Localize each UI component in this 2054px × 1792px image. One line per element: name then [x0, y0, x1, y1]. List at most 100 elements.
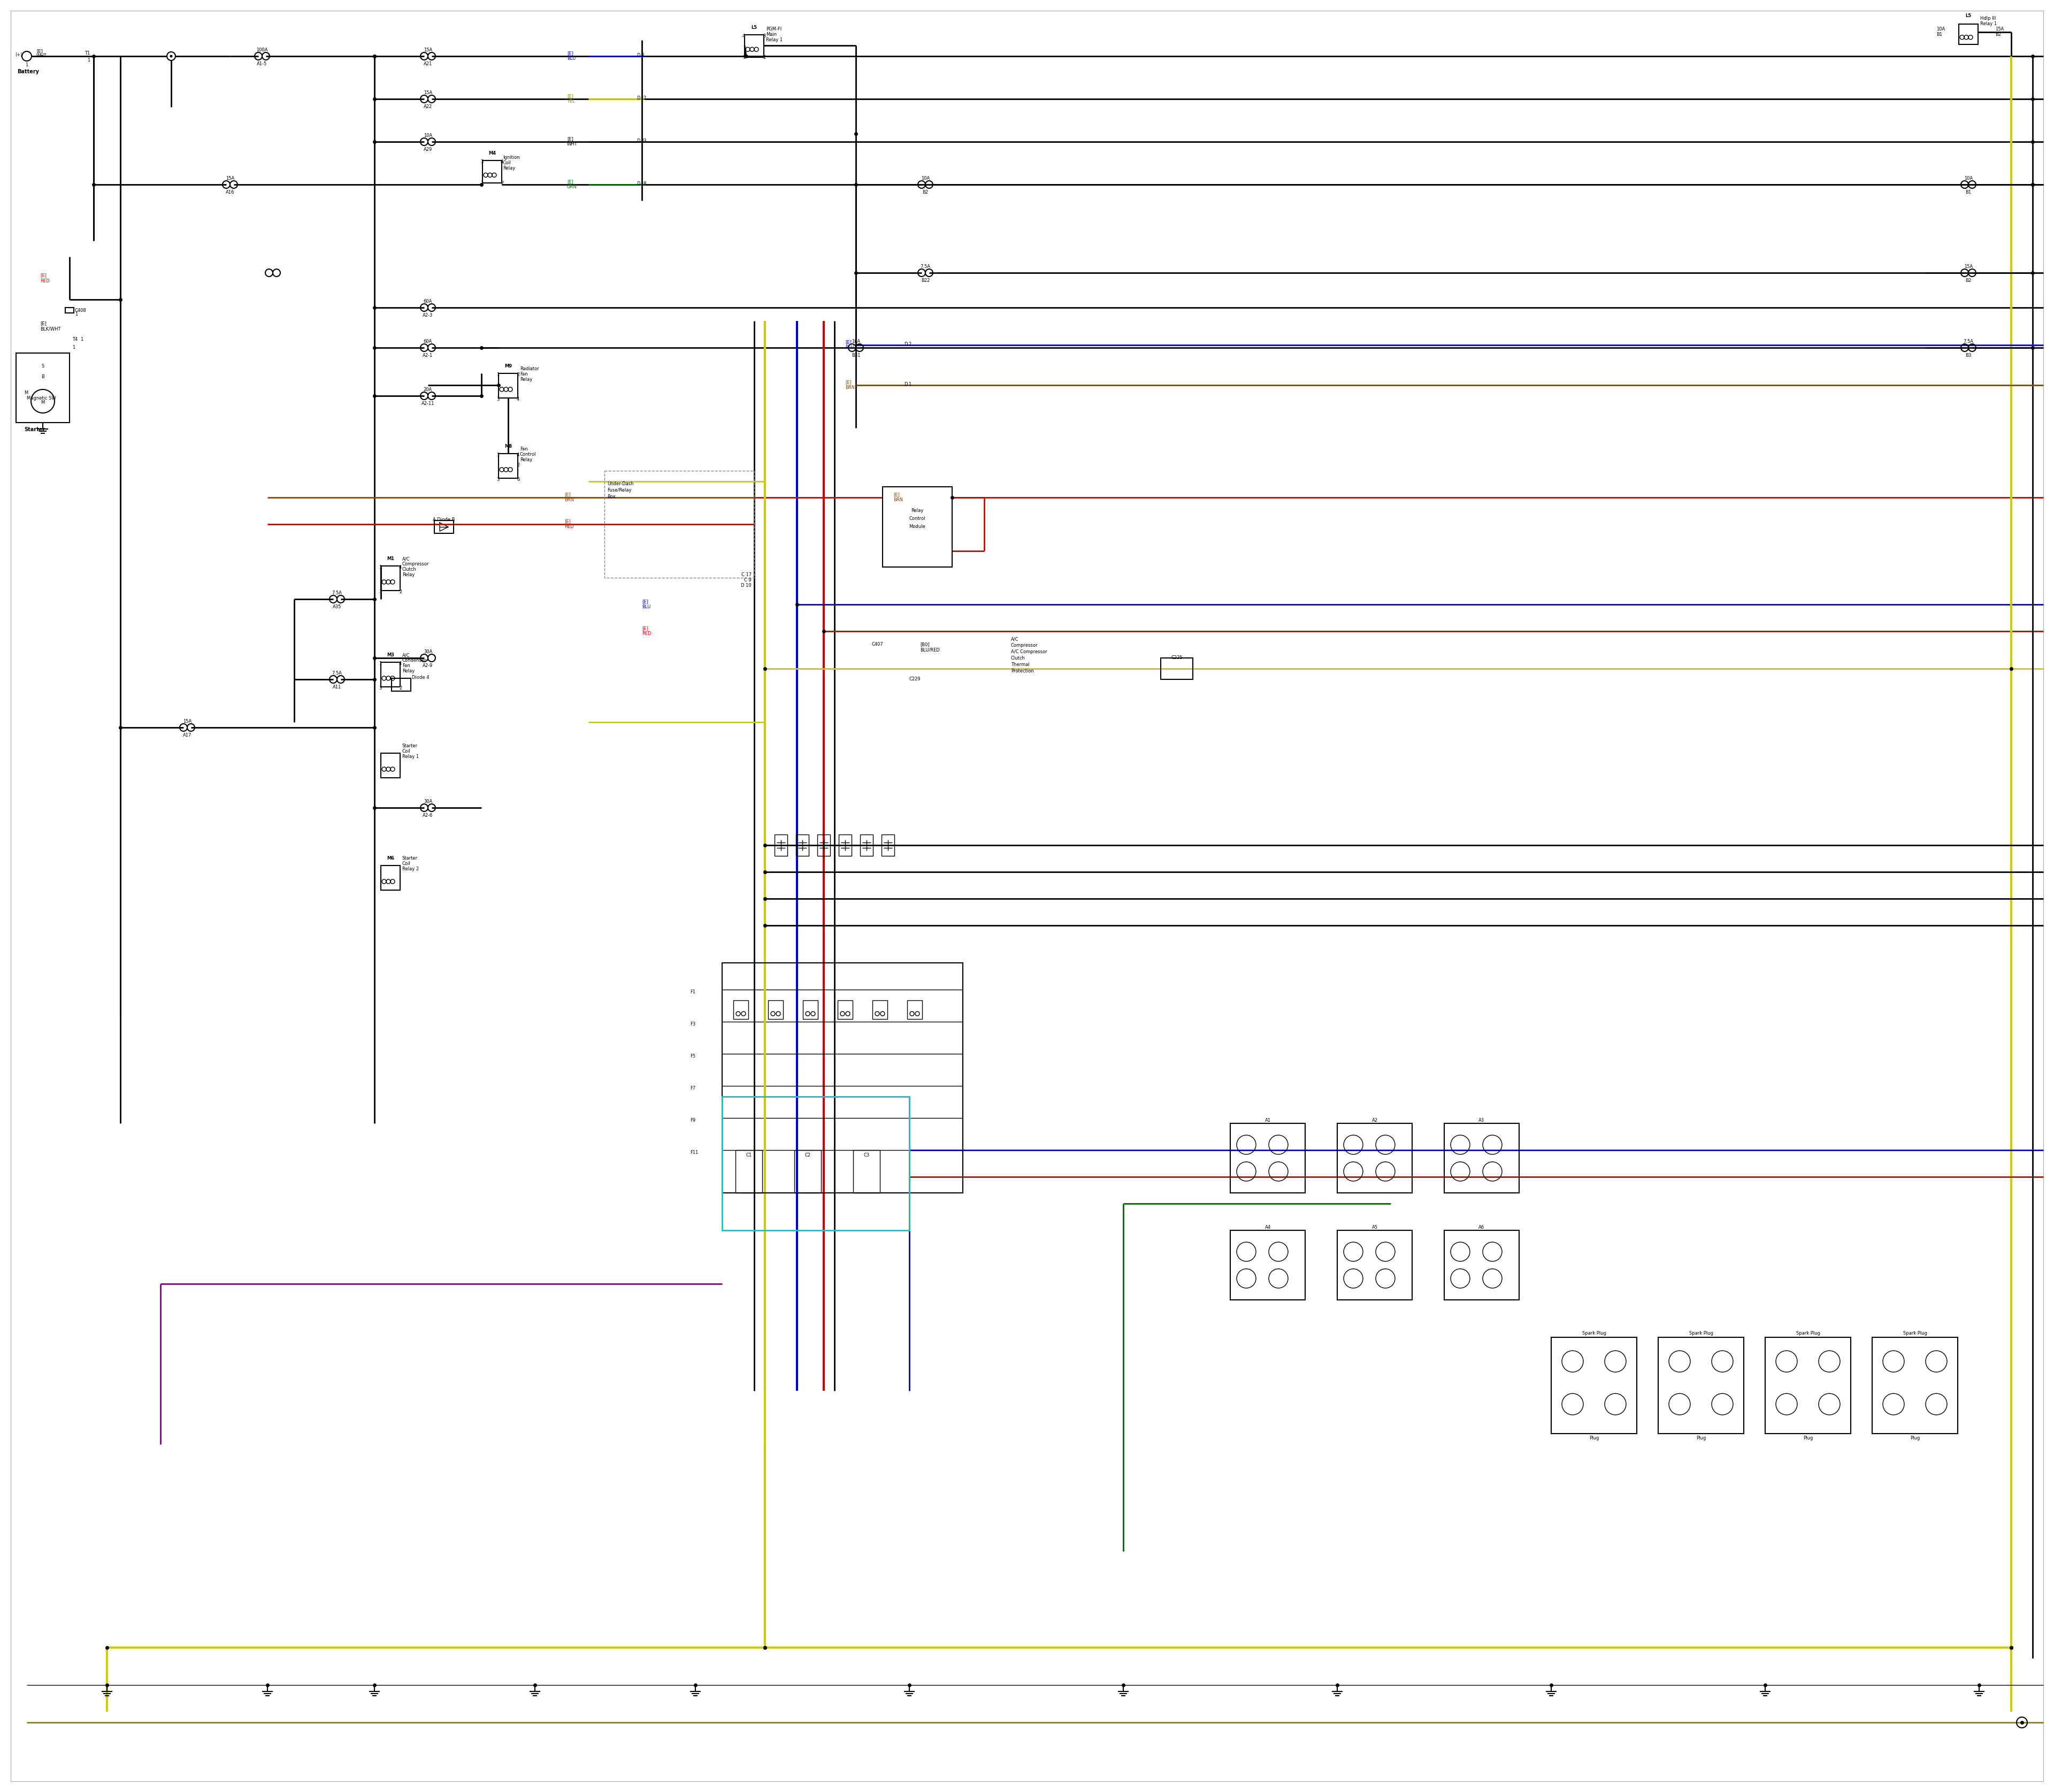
Bar: [803, 1000, 817, 1020]
Text: S: S: [41, 364, 45, 369]
Bar: [838, 835, 852, 857]
Bar: [797, 835, 809, 857]
Text: [B0]: [B0]: [920, 642, 930, 647]
Bar: [1230, 1124, 1304, 1193]
Text: 20A: 20A: [423, 387, 431, 392]
Text: A1-5: A1-5: [257, 61, 267, 66]
Text: A35: A35: [333, 604, 341, 609]
Text: 1: 1: [741, 56, 746, 59]
Text: 18: 18: [641, 181, 647, 186]
Text: 4: 4: [398, 661, 403, 667]
Bar: [774, 835, 787, 857]
Bar: [723, 962, 963, 1193]
Bar: [723, 1097, 910, 1231]
Text: 15A: 15A: [1994, 27, 2005, 32]
Circle shape: [170, 56, 173, 57]
Bar: [1230, 1231, 1304, 1299]
Text: C225: C225: [1171, 656, 1183, 659]
Text: BLU: BLU: [844, 346, 854, 349]
Text: M1: M1: [386, 556, 394, 561]
Text: 4: 4: [518, 453, 520, 457]
Text: Relay 2: Relay 2: [403, 867, 419, 871]
Text: A6: A6: [1479, 1226, 1485, 1229]
Text: Relay: Relay: [520, 376, 532, 382]
Text: D 10: D 10: [741, 582, 752, 588]
Text: 10A: 10A: [920, 176, 930, 181]
Text: D: D: [637, 54, 641, 57]
Text: 4: 4: [398, 564, 403, 570]
Text: A16: A16: [226, 190, 234, 195]
Bar: [380, 663, 401, 686]
Text: Plug: Plug: [1697, 1435, 1707, 1441]
Bar: [604, 471, 754, 577]
Text: 7.5A: 7.5A: [333, 591, 343, 595]
Bar: [873, 1000, 887, 1020]
Text: Module: Module: [910, 525, 926, 529]
Text: 30A: 30A: [423, 799, 431, 805]
Text: 30A: 30A: [423, 649, 431, 654]
Text: F9: F9: [690, 1118, 696, 1124]
Text: Fan: Fan: [520, 446, 528, 452]
Text: [E]: [E]: [893, 493, 900, 496]
Text: 60A: 60A: [423, 299, 431, 305]
Text: T4: T4: [72, 337, 78, 342]
Text: A21: A21: [423, 61, 431, 66]
Text: Relay: Relay: [520, 457, 532, 462]
Text: WHT: WHT: [37, 54, 47, 59]
Text: A22: A22: [423, 104, 431, 109]
Text: [E]: [E]: [844, 340, 852, 344]
Text: 15A: 15A: [1964, 263, 1972, 269]
Text: 2: 2: [398, 590, 403, 595]
Text: 3: 3: [378, 686, 382, 690]
Bar: [733, 1000, 748, 1020]
Text: A29: A29: [423, 147, 431, 152]
Bar: [380, 866, 401, 891]
Bar: [380, 566, 401, 591]
Text: T1: T1: [84, 50, 90, 56]
Text: Diode 4: Diode 4: [413, 676, 429, 679]
Text: 1: 1: [74, 312, 78, 317]
Text: BLU: BLU: [567, 56, 575, 61]
Text: Protection: Protection: [1011, 668, 1033, 674]
Text: 1: 1: [378, 564, 382, 570]
Text: 1: 1: [378, 661, 382, 667]
Text: 1: 1: [497, 453, 499, 457]
Bar: [1161, 658, 1193, 679]
Text: A Diode B: A Diode B: [433, 518, 456, 521]
Text: (+): (+): [14, 52, 23, 57]
Text: C 17: C 17: [741, 572, 752, 577]
Text: 10A: 10A: [1937, 27, 1945, 32]
Text: Main: Main: [766, 32, 776, 38]
Text: F7: F7: [690, 1086, 696, 1091]
Bar: [1764, 1337, 1851, 1434]
Text: [E]: [E]: [567, 179, 573, 185]
Text: 2: 2: [762, 56, 766, 59]
Text: BLU: BLU: [641, 604, 651, 609]
Text: Relay: Relay: [503, 167, 516, 170]
Text: M9: M9: [505, 364, 511, 369]
Text: Spark Plug: Spark Plug: [1795, 1331, 1820, 1335]
Text: F11: F11: [690, 1150, 698, 1154]
Text: M4: M4: [489, 151, 495, 156]
Text: 1: 1: [72, 346, 76, 349]
Text: 1: 1: [25, 63, 29, 68]
Text: Relay 1: Relay 1: [403, 754, 419, 760]
Text: C 9: C 9: [744, 577, 752, 582]
Text: BRN: BRN: [565, 498, 573, 502]
Text: Under-Dash: Under-Dash: [608, 482, 633, 486]
Text: Relay: Relay: [403, 668, 415, 674]
Text: 1: 1: [481, 181, 483, 186]
Text: 60A: 60A: [423, 339, 431, 344]
Text: Starter: Starter: [403, 744, 417, 749]
Text: [E]: [E]: [641, 625, 649, 631]
Text: A2-3: A2-3: [423, 314, 433, 317]
Text: M6: M6: [386, 857, 394, 860]
Bar: [1337, 1124, 1413, 1193]
Text: 10A: 10A: [423, 133, 431, 138]
Text: [E]: [E]: [844, 380, 852, 385]
Bar: [852, 1150, 879, 1193]
Text: Fuse/Relay: Fuse/Relay: [608, 487, 631, 493]
Text: M8: M8: [505, 444, 511, 448]
Text: 4: 4: [518, 396, 520, 401]
Text: L5: L5: [752, 25, 758, 30]
